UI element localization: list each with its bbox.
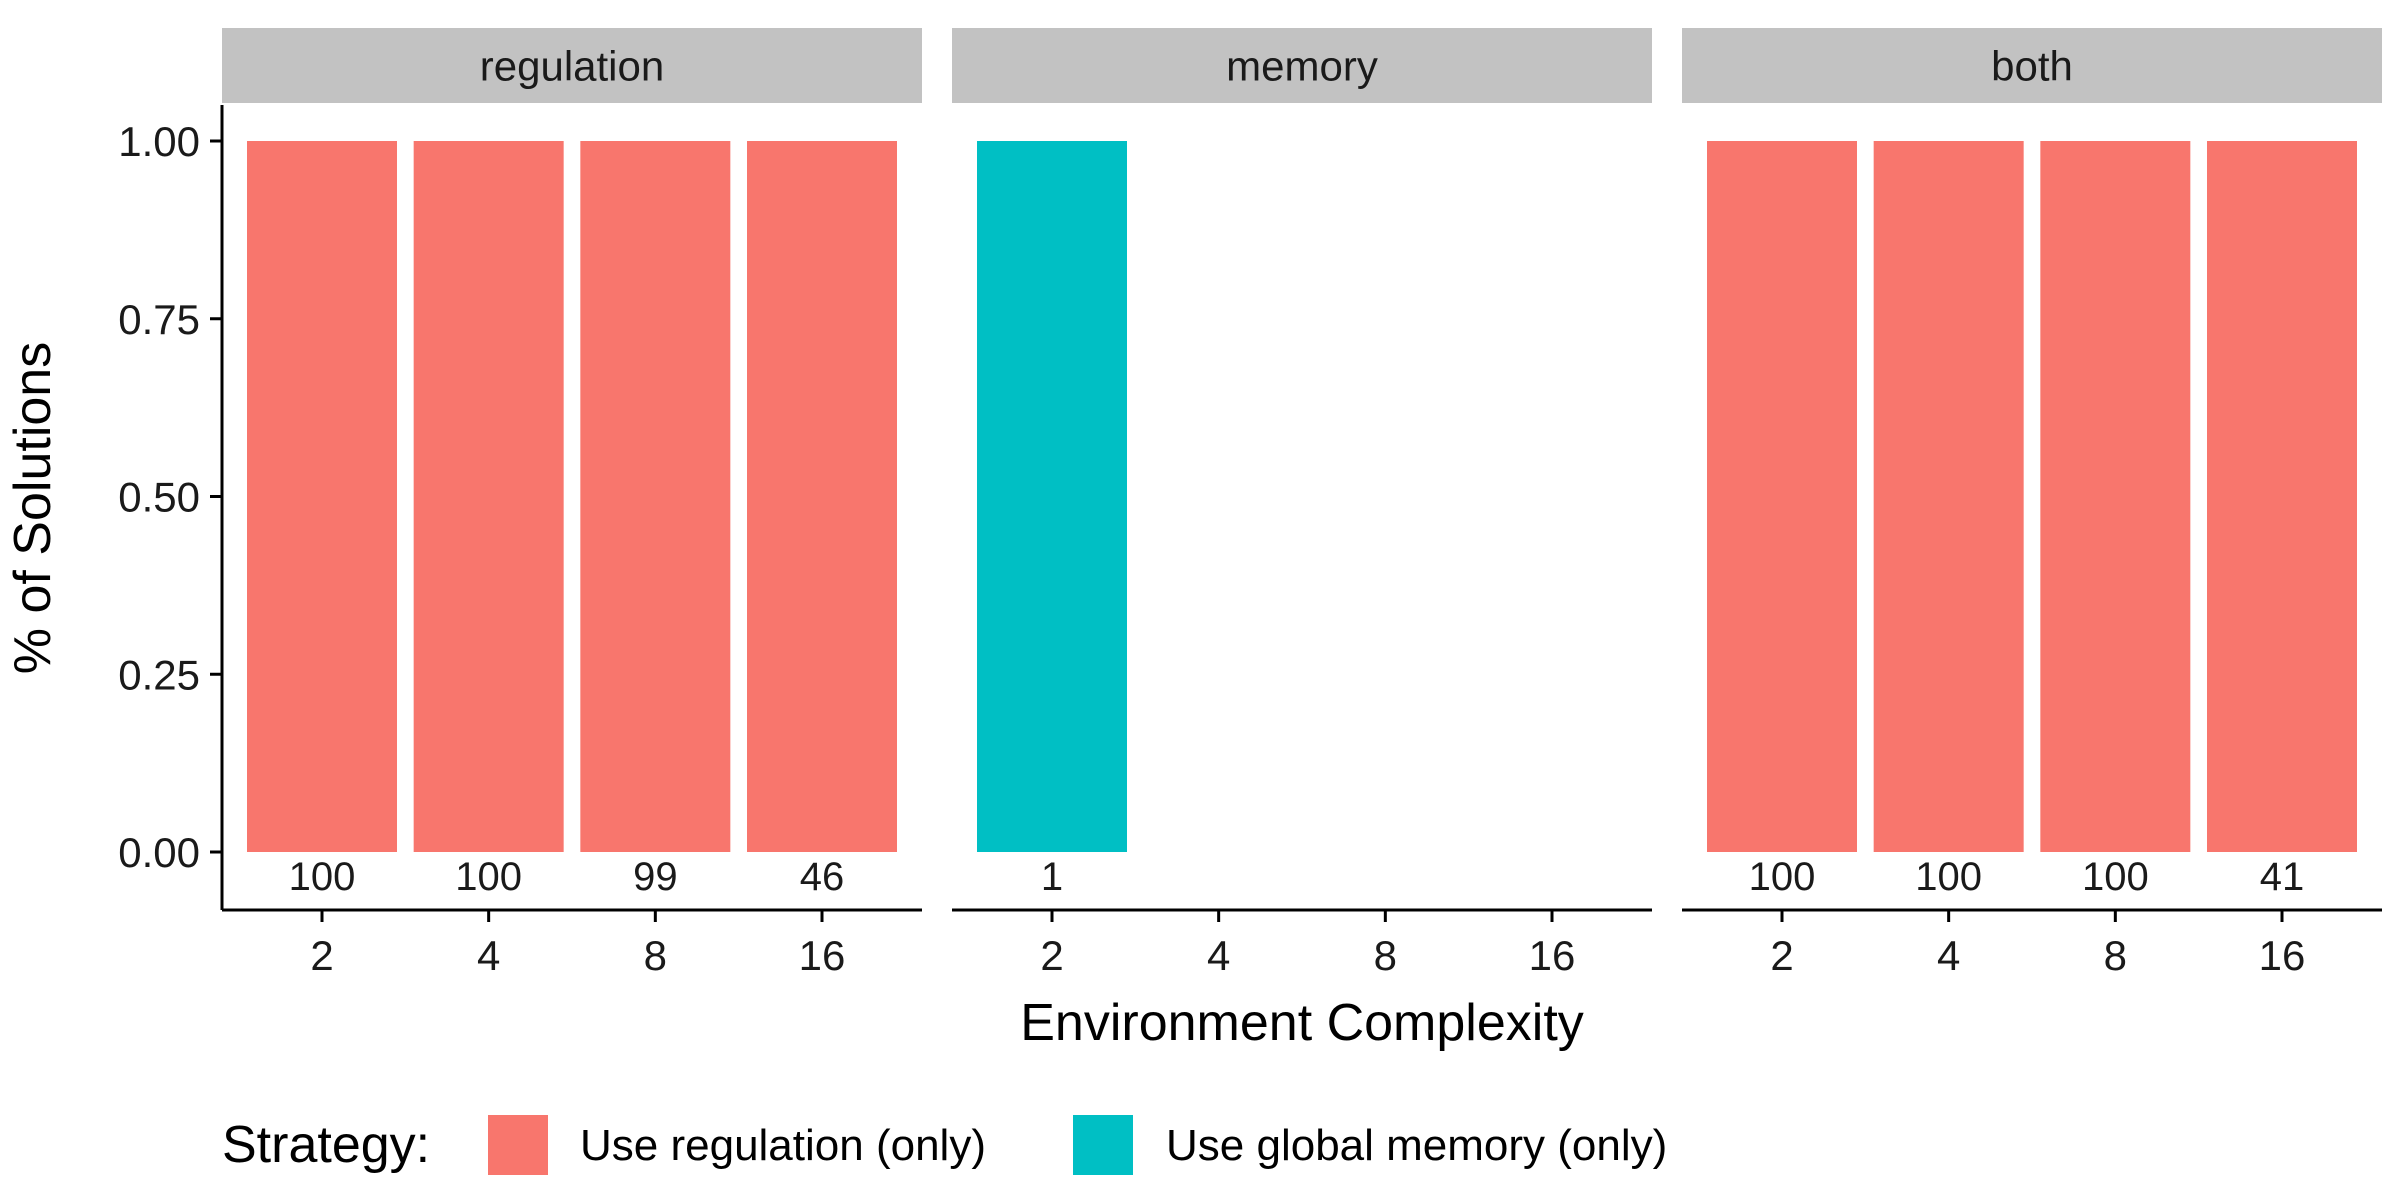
x-tick-label: 4 [477,932,500,979]
bar-count-label: 100 [455,855,522,899]
bar-count-label: 100 [1749,855,1816,899]
bar-count-label: 100 [289,855,356,899]
legend-swatch-memory [1073,1115,1133,1175]
x-tick-label: 4 [1937,932,1960,979]
x-axis-title: Environment Complexity [1020,994,1584,1052]
x-tick-label: 16 [2259,932,2306,979]
y-tick-label: 0.25 [118,651,200,698]
bar-count-label: 1 [1041,855,1063,899]
bar [747,141,897,852]
bar [1873,141,2024,852]
legend-label-memory: Use global memory (only) [1166,1121,1667,1170]
y-tick-label: 0.75 [118,296,200,343]
y-tick-label: 0.50 [118,474,200,521]
bar [2207,141,2357,852]
facet-label: memory [1226,43,1378,90]
x-tick-label: 2 [1770,932,1793,979]
y-axis-title: % of Solutions [4,342,62,674]
y-tick-label: 1.00 [118,118,200,165]
x-tick-label: 2 [310,932,333,979]
y-tick-label: 0.00 [118,829,200,876]
bar [2040,141,2191,852]
bar [1707,141,1857,852]
x-tick-label: 4 [1207,932,1230,979]
bar-count-label: 99 [633,855,678,899]
bar-count-label: 100 [1915,855,1982,899]
legend: Strategy: Use regulation (only) Use glob… [222,1115,1667,1175]
bar [413,141,564,852]
x-tick-label: 8 [644,932,667,979]
bar [580,141,731,852]
bar-count-label: 46 [800,855,845,899]
y-axis: 0.00 0.25 0.50 0.75 1.00 [118,105,224,910]
bar [247,141,397,852]
panel-regulation: regulation 100 100 99 46 2 4 8 16 [222,28,922,979]
x-tick-label: 2 [1040,932,1063,979]
facet-strip [222,28,922,103]
panel-memory: memory 1 2 4 8 16 [952,28,1652,979]
x-tick-label: 8 [1374,932,1397,979]
bar [977,141,1127,852]
legend-swatch-regulation [488,1115,548,1175]
bar-count-label: 41 [2260,855,2305,899]
x-tick-label: 16 [1529,932,1576,979]
bar-count-label: 100 [2082,855,2149,899]
x-tick-label: 8 [2104,932,2127,979]
facet-strip [1682,28,2382,103]
facet-label: both [1991,43,2073,90]
legend-title: Strategy: [222,1116,430,1174]
facet-label: regulation [480,43,664,90]
legend-label-regulation: Use regulation (only) [580,1121,986,1170]
panel-both: both 100 100 100 41 2 4 8 16 [1682,28,2382,979]
facet-strip [952,28,1652,103]
x-tick-label: 16 [799,932,846,979]
